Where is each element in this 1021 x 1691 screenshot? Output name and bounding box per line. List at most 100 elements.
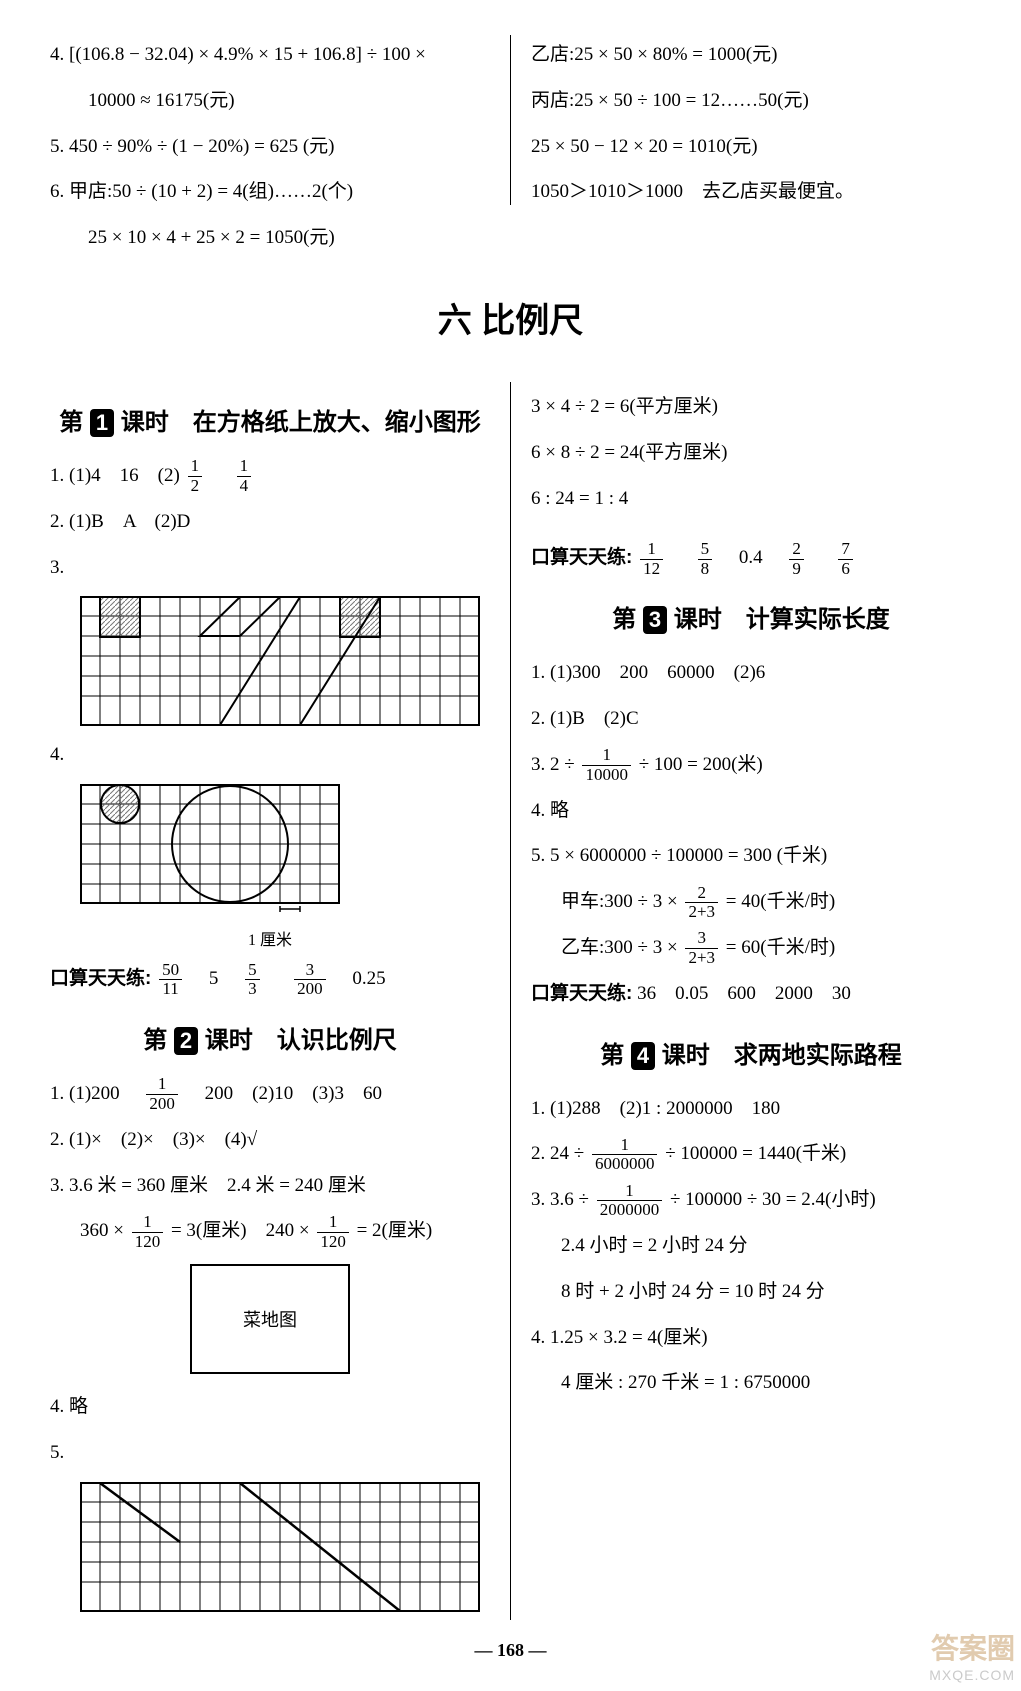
l1-q1-a: (1)4 16 (2) <box>69 465 180 486</box>
l3-q5b-b: = 40(千米/时) <box>726 891 835 912</box>
chapter-title: 六 比例尺 <box>50 293 971 342</box>
r-ks1-v1: 0.4 <box>739 547 763 568</box>
lesson4-post: 课时 求两地实际路程 <box>662 1042 902 1069</box>
l1-q1-f1: 12 <box>188 457 203 495</box>
l1-ks-v2: 0.25 <box>352 968 385 989</box>
l4-q2-f: 16000000 <box>592 1136 658 1174</box>
l4-q3-b: ÷ 100000 ÷ 30 = 2.4(小时) <box>670 1189 876 1210</box>
l2-q3b-f1: 1120 <box>132 1213 164 1251</box>
r-ks1-label: 口算天天练: <box>531 547 632 568</box>
l2-q5-label: 5. <box>50 1432 490 1474</box>
r-ks1-f3: 29 <box>789 540 804 578</box>
l3-q1: 1. (1)300 200 60000 (2)6 <box>531 652 971 694</box>
page-num-val: 168 <box>497 1640 524 1660</box>
top-l-4: 6. 甲店:50 ÷ (10 + 2) = 4(组)……2(个) <box>50 171 490 213</box>
l4-q4: 4. 1.25 × 3.2 = 4(厘米) <box>531 1317 971 1359</box>
watermark-text-2: MXQE.COM <box>929 1667 1015 1683</box>
l4-q3d: 8 时 + 2 小时 24 分 = 10 时 24 分 <box>561 1271 971 1313</box>
top-right-col: 乙店:25 × 50 × 80% = 1000(元) 丙店:25 × 50 ÷ … <box>531 30 971 263</box>
lesson2-post: 课时 认识比例尺 <box>205 1027 397 1054</box>
l2-q2: 2. (1)× (2)× (3)× (4)√ <box>50 1119 490 1161</box>
l4-q3-f: 12000000 <box>597 1182 663 1220</box>
l1-q4-label: 4. <box>50 734 490 776</box>
l4-q3-a: 3. 3.6 ÷ <box>531 1189 589 1210</box>
l3-q3-a: 3. 2 ÷ <box>531 754 575 775</box>
lesson2-pre: 第 <box>143 1027 167 1054</box>
l3-q3-f: 110000 <box>582 746 631 784</box>
l3-q5c: 乙车:300 ÷ 3 × 32+3 = 60(千米/时) <box>561 927 971 969</box>
l1-ks: 口算天天练: 5011 5 53 3200 0.25 <box>50 958 490 1000</box>
l3-q5c-b: = 60(千米/时) <box>726 937 835 958</box>
l1-ks-f1: 5011 <box>159 961 182 999</box>
lesson3-post: 课时 计算实际长度 <box>674 606 890 633</box>
top-l-1: 4. [(106.8 − 32.04) × 4.9% × 15 + 106.8]… <box>50 34 490 76</box>
l1-ks-f2: 53 <box>245 961 260 999</box>
l2-q1-b: 200 (2)10 (3)3 60 <box>186 1083 382 1104</box>
lesson1-badge: 1 <box>90 409 114 437</box>
l2-q3b: 360 × 1120 = 3(厘米) 240 × 1120 = 2(厘米) <box>80 1210 490 1252</box>
right-column: 3 × 4 ÷ 2 = 6(平方厘米) 6 × 8 ÷ 2 = 24(平方厘米)… <box>531 382 971 1620</box>
r-ks1-f4: 76 <box>838 540 853 578</box>
l4-q3: 3. 3.6 ÷ 12000000 ÷ 100000 ÷ 30 = 2.4(小时… <box>531 1179 971 1221</box>
top-left-col: 4. [(106.8 − 32.04) × 4.9% × 15 + 106.8]… <box>50 30 490 263</box>
l3-q5b: 甲车:300 ÷ 3 × 22+3 = 40(千米/时) <box>561 881 971 923</box>
l4-q3c: 2.4 小时 = 2 小时 24 分 <box>561 1225 971 1267</box>
l2-q5-figure <box>80 1482 490 1612</box>
r-cont-3: 6 : 24 = 1 : 4 <box>531 478 971 520</box>
watermark-text-1: 答案圈 <box>929 1627 1015 1667</box>
r-ks1-f2: 58 <box>698 540 713 578</box>
r-cont-2: 6 × 8 ÷ 2 = 24(平方厘米) <box>531 432 971 474</box>
r-ks1: 口算天天练: 112 58 0.4 29 76 <box>531 537 971 579</box>
l1-q1: 1. (1)4 16 (2) 12 14 <box>50 455 490 497</box>
l2-q3b-a: 360 × <box>80 1220 124 1241</box>
l3-q5c-f: 32+3 <box>685 929 718 967</box>
lesson1-post: 课时 在方格纸上放大、缩小图形 <box>121 409 481 436</box>
l4-q1: 1. (1)288 (2)1 : 2000000 180 <box>531 1088 971 1130</box>
top-l-5: 25 × 10 × 4 + 25 × 2 = 1050(元) <box>50 217 490 259</box>
l3-q5c-a: 乙车:300 ÷ 3 × <box>561 937 678 958</box>
top-section: 4. [(106.8 − 32.04) × 4.9% × 15 + 106.8]… <box>50 30 971 263</box>
main-columns: 第 1 课时 在方格纸上放大、缩小图形 1. (1)4 16 (2) 12 14… <box>50 382 971 1620</box>
lesson4-badge: 4 <box>631 1042 655 1070</box>
r-cont-1: 3 × 4 ÷ 2 = 6(平方厘米) <box>531 386 971 428</box>
l1-q4-caption: 1 厘米 <box>230 926 310 950</box>
l2-q1: 1. (1)200 1200 200 (2)10 (3)3 60 <box>50 1073 490 1115</box>
r-ks1-f1: 112 <box>640 540 663 578</box>
left-column: 第 1 课时 在方格纸上放大、缩小图形 1. (1)4 16 (2) 12 14… <box>50 382 490 1620</box>
l4-q2-b: ÷ 100000 = 1440(千米) <box>665 1143 846 1164</box>
l1-q2: 2. (1)B A (2)D <box>50 501 490 543</box>
l1-q1-f2: 14 <box>237 457 252 495</box>
l3-q5: 5. 5 × 6000000 ÷ 100000 = 300 (千米) <box>531 835 971 877</box>
l1-ks-v1: 5 <box>209 968 219 989</box>
l3-q5b-a: 甲车:300 ÷ 3 × <box>561 891 678 912</box>
main-divider <box>510 382 511 1620</box>
top-r-4: 1050＞1010＞1000 去乙店买最便宜。 <box>531 171 971 213</box>
l2-q3b-f2: 1120 <box>317 1213 349 1251</box>
lesson1-pre: 第 <box>59 409 83 436</box>
l3-q3: 3. 2 ÷ 110000 ÷ 100 = 200(米) <box>531 744 971 786</box>
l1-ks-f3: 3200 <box>294 961 326 999</box>
l3-q2: 2. (1)B (2)C <box>531 698 971 740</box>
lesson3-title: 第 3 课时 计算实际长度 <box>531 599 971 634</box>
l2-q3b-b: = 3(厘米) 240 × <box>171 1220 310 1241</box>
l3-q3-b: ÷ 100 = 200(米) <box>639 754 763 775</box>
lesson1-title: 第 1 课时 在方格纸上放大、缩小图形 <box>50 402 490 437</box>
l3-ks: 口算天天练: 36 0.05 600 2000 30 <box>531 973 971 1015</box>
top-l-3: 5. 450 ÷ 90% ÷ (1 − 20%) = 625 (元) <box>50 126 490 168</box>
l4-q2-a: 2. 24 ÷ <box>531 1143 584 1164</box>
l2-q3: 3. 3.6 米 = 360 厘米 2.4 米 = 240 厘米 <box>50 1165 490 1207</box>
l1-q1-label: 1. <box>50 465 64 486</box>
l3-q5b-f: 22+3 <box>685 884 718 922</box>
top-l-2: 10000 ≈ 16175(元) <box>50 80 490 122</box>
l1-q3-label: 3. <box>50 547 490 589</box>
top-r-1: 乙店:25 × 50 × 80% = 1000(元) <box>531 34 971 76</box>
lesson2-title: 第 2 课时 认识比例尺 <box>50 1020 490 1055</box>
lesson3-pre: 第 <box>612 606 636 633</box>
l2-box: 菜地图 <box>190 1264 350 1374</box>
l2-q3b-c: = 2(厘米) <box>357 1220 433 1241</box>
page-number: — 168 — <box>50 1640 971 1661</box>
l1-ks-label: 口算天天练: <box>50 968 151 989</box>
watermark: 答案圈 MXQE.COM <box>929 1627 1015 1683</box>
top-divider <box>510 35 511 205</box>
lesson4-title: 第 4 课时 求两地实际路程 <box>531 1035 971 1070</box>
